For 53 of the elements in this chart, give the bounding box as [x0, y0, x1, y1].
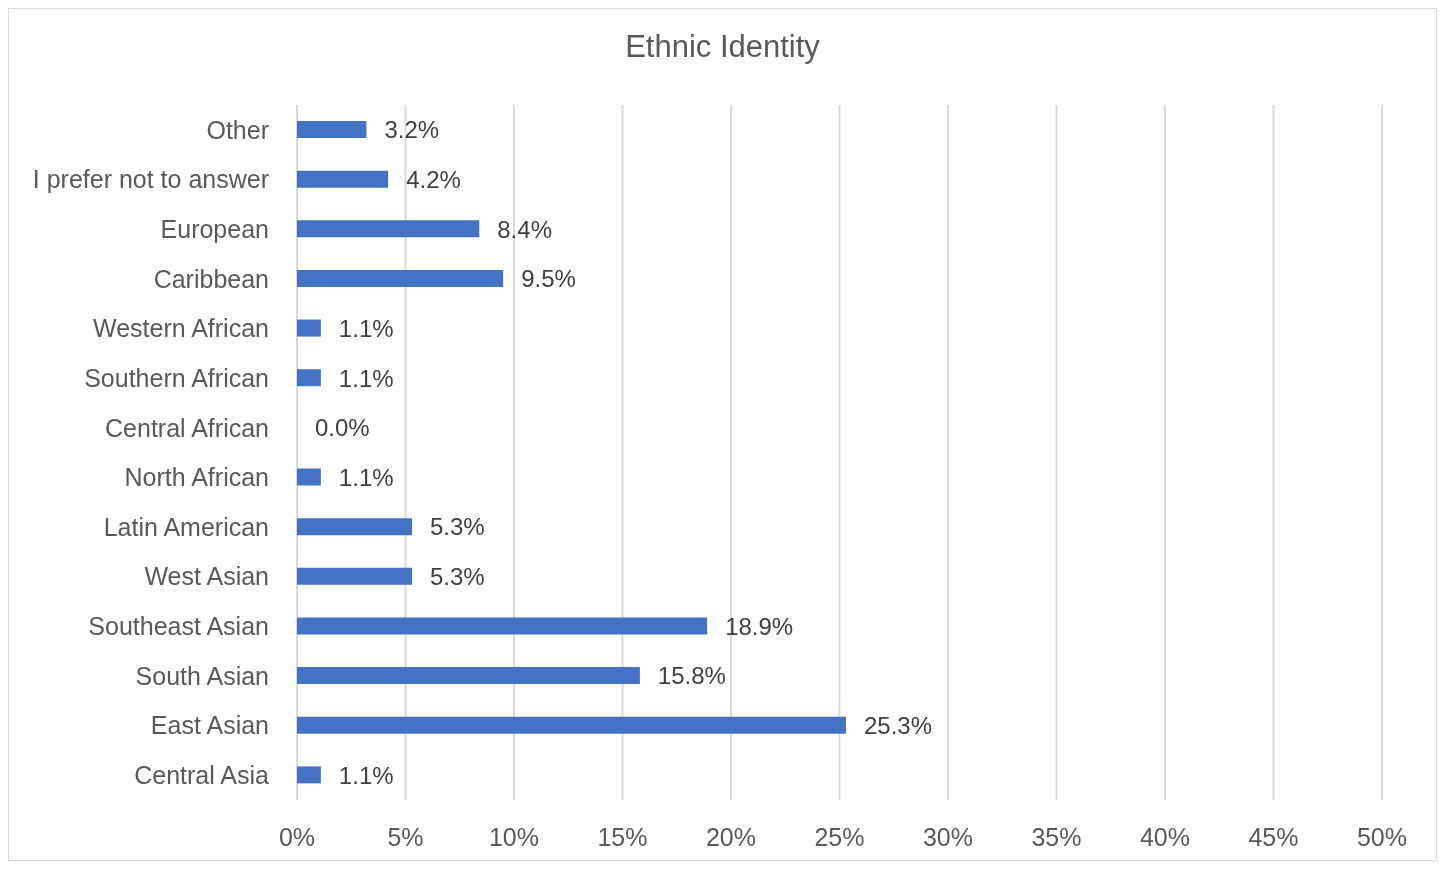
y-tick-label: Central Asia [134, 761, 270, 790]
bar [297, 468, 321, 486]
y-tick-label: Southern African [84, 363, 269, 392]
data-label: 0.0% [315, 414, 370, 442]
bar [297, 319, 321, 337]
x-tick-label: 35% [1031, 822, 1082, 851]
bar [297, 220, 480, 238]
data-label: 1.1% [338, 364, 394, 392]
y-tick-label: Other [206, 115, 269, 144]
y-tick-label: West Asian [144, 562, 269, 591]
y-tick-label: East Asian [150, 711, 269, 740]
bar [297, 170, 389, 188]
y-tick-label: Latin American [103, 512, 269, 541]
bar [297, 518, 413, 536]
bar [297, 567, 413, 585]
data-label: 25.3% [864, 712, 933, 740]
data-label: 1.1% [338, 463, 394, 491]
data-label: 5.3% [430, 513, 485, 541]
y-tick-label: South Asian [135, 661, 269, 690]
data-label: 5.3% [430, 563, 485, 591]
bar [297, 369, 321, 387]
x-tick-label: 15% [597, 822, 648, 851]
y-tick-label: I prefer not to answer [32, 165, 269, 194]
y-tick-label: Western African [92, 314, 269, 343]
x-tick-label: 50% [1356, 822, 1408, 851]
data-label: 1.1% [338, 761, 394, 789]
y-tick-label: North African [124, 463, 269, 492]
x-tick-label: 40% [1139, 822, 1191, 851]
y-tick-label: Caribbean [153, 264, 269, 293]
chart-title: Ethnic Identity [625, 29, 820, 64]
x-tick-label: 5% [387, 822, 424, 851]
x-tick-label: 25% [814, 822, 865, 851]
bar [297, 716, 847, 734]
x-tick-label: 45% [1248, 822, 1299, 851]
y-tick-label: Central African [105, 413, 269, 442]
data-label: 18.9% [725, 612, 794, 640]
bar [297, 617, 708, 635]
data-label: 4.2% [406, 165, 461, 193]
x-tick-label: 30% [922, 822, 974, 851]
bar [297, 766, 321, 784]
bar [297, 667, 640, 685]
data-label: 8.4% [497, 215, 552, 243]
x-tick-label: 10% [488, 822, 540, 851]
x-tick-label: 0% [278, 822, 316, 851]
x-tick-label: 20% [705, 822, 757, 851]
y-tick-label: European [160, 214, 269, 243]
data-label: 3.2% [384, 116, 440, 144]
y-tick-label: Southeast Asian [88, 612, 269, 641]
bar [297, 269, 504, 287]
data-label: 1.1% [338, 314, 394, 342]
data-label: 15.8% [657, 662, 726, 690]
data-label: 9.5% [521, 265, 576, 293]
bar [297, 121, 367, 138]
